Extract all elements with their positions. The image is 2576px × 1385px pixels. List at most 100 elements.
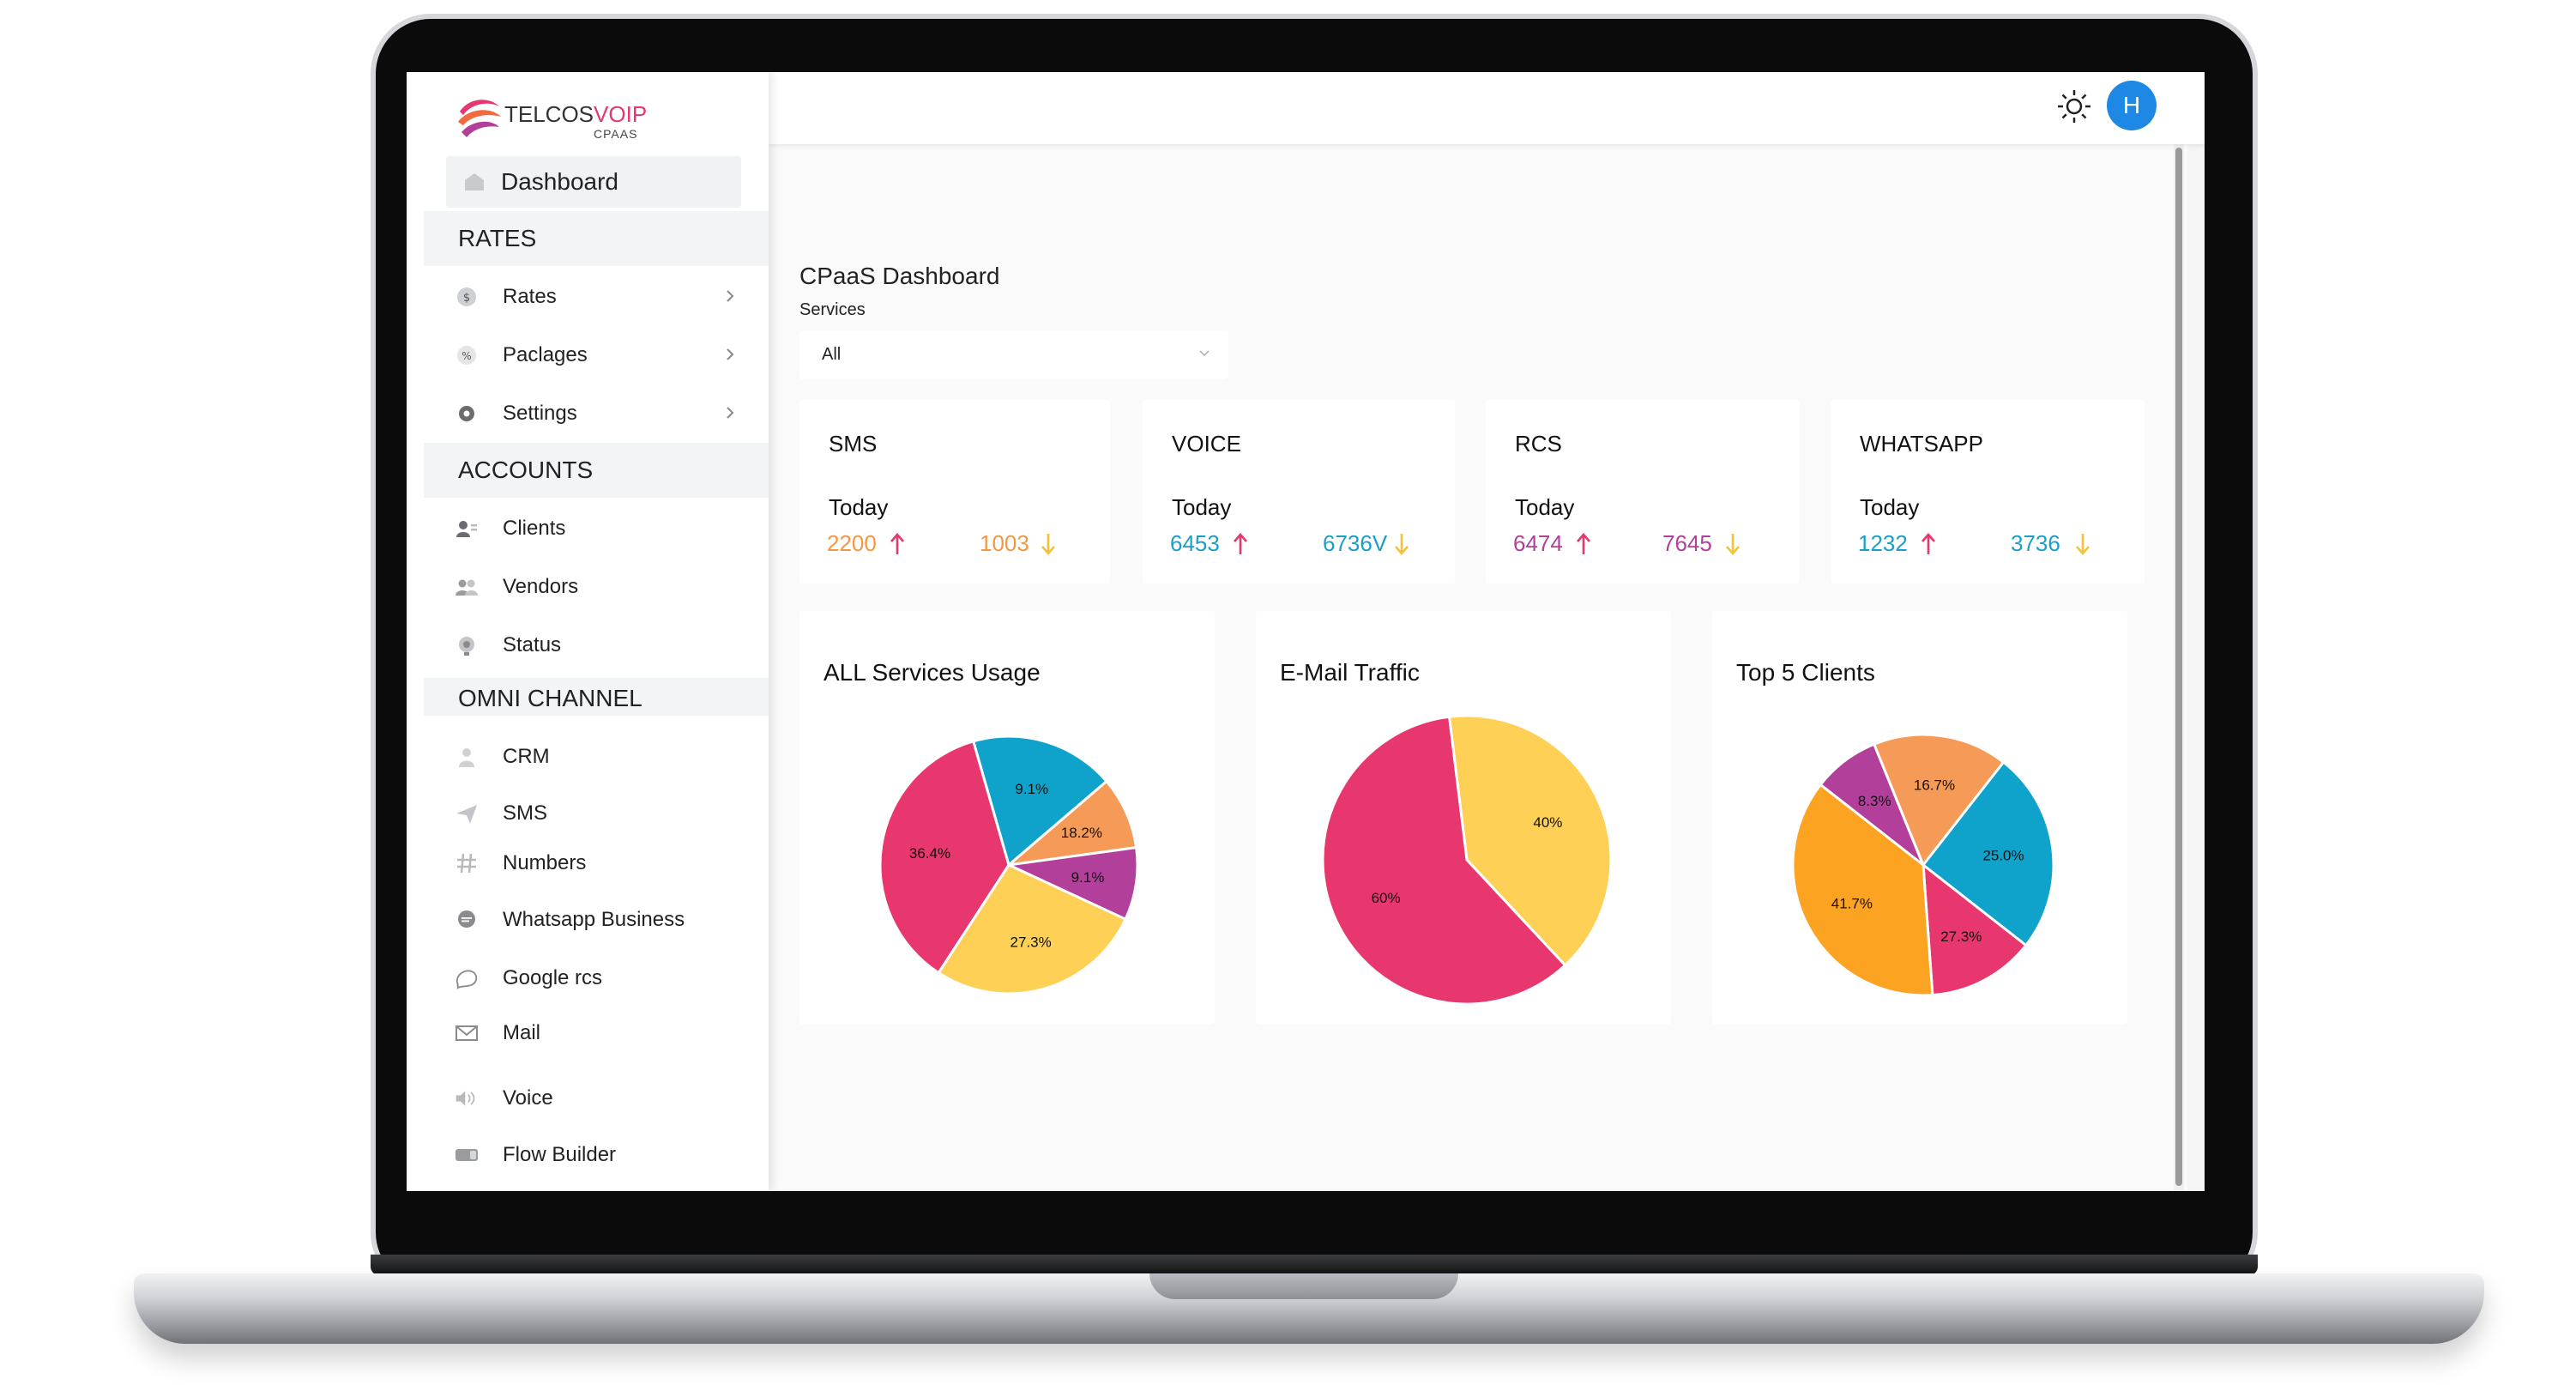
pie-slice-label: 41.7% bbox=[1831, 895, 1873, 911]
stat-card-rcs[interactable]: RCS Today 6474 7645 bbox=[1486, 400, 1800, 584]
sidebar-item-label: Clients bbox=[503, 517, 566, 540]
stat-card-whatsapp[interactable]: WHATSAPP Today 1232 3736 bbox=[1831, 400, 2145, 584]
dollar-coin-icon: $ bbox=[457, 287, 476, 306]
brand-sub: CPAAS bbox=[594, 127, 638, 141]
send-icon bbox=[456, 805, 477, 824]
sidebar-item-label: SMS bbox=[503, 801, 548, 825]
sidebar-item-label: Flow Builder bbox=[503, 1143, 617, 1166]
sidebar-item-numbers[interactable]: Numbers bbox=[455, 846, 738, 880]
chart-card-email-traffic: E-Mail Traffic 40% 60% bbox=[1256, 611, 1671, 1025]
sidebar-item-label: Numbers bbox=[503, 851, 587, 874]
laptop-hinge bbox=[371, 1255, 2258, 1275]
pie-slice bbox=[1921, 760, 2055, 947]
pie-slice-label: 9.1% bbox=[1015, 781, 1048, 797]
user-avatar[interactable]: H bbox=[2107, 81, 2157, 130]
stat-value-down: 3736 bbox=[2011, 530, 2060, 556]
sidebar-item-whatsapp-business[interactable]: Whatsapp Business bbox=[455, 903, 738, 937]
pie-slice bbox=[971, 735, 1109, 868]
sidebar-item-packages[interactable]: % Paclages bbox=[455, 338, 738, 372]
sidebar-item-label: Whatsapp Business bbox=[503, 908, 685, 931]
sidebar-item-label: Status bbox=[503, 633, 562, 656]
sidebar-item-clients[interactable]: Clients bbox=[455, 511, 738, 546]
sidebar-item-label: CRM bbox=[503, 745, 550, 768]
chart-title: Top 5 Clients bbox=[1736, 659, 1875, 686]
chart-card-top-5-clients: Top 5 Clients 8.3% 16.7% 25.0% 27.3% 41.7% bbox=[1712, 611, 2127, 1025]
pie-slice bbox=[878, 739, 1010, 975]
mail-icon bbox=[455, 1025, 478, 1041]
speaker-icon bbox=[455, 1091, 475, 1106]
sidebar-item-flow-builder[interactable]: Flow Builder bbox=[455, 1138, 738, 1172]
stat-card-today-label: Today bbox=[1515, 494, 1575, 520]
sidebar-item-dashboard[interactable]: Dashboard bbox=[446, 156, 741, 208]
scrollbar-thumb[interactable] bbox=[2175, 148, 2182, 1186]
pie-slice bbox=[937, 863, 1128, 995]
stat-value-up: 2200 bbox=[827, 530, 877, 556]
stat-card-today-label: Today bbox=[1172, 494, 1232, 520]
services-select[interactable]: All bbox=[799, 331, 1228, 379]
status-globe-icon bbox=[459, 637, 474, 656]
pie-slice-label: 18.2% bbox=[1061, 825, 1102, 841]
chart-title: ALL Services Usage bbox=[823, 659, 1041, 686]
stat-card-title: SMS bbox=[829, 431, 878, 457]
stat-card-voice[interactable]: VOICE Today 6453 6736V bbox=[1143, 400, 1455, 584]
sidebar-item-rates[interactable]: $ Rates bbox=[455, 280, 738, 314]
arrow-up-icon bbox=[1234, 533, 1247, 554]
sidebar-item-label: Google rcs bbox=[503, 966, 603, 989]
sidebar-item-sms[interactable]: SMS bbox=[455, 796, 738, 831]
screen-edge bbox=[2187, 72, 2205, 1191]
stat-card-today-label: Today bbox=[1860, 494, 1920, 520]
stat-card-today-label: Today bbox=[829, 494, 889, 520]
chevron-right-icon bbox=[727, 290, 734, 302]
hash-icon bbox=[457, 853, 476, 874]
stat-card-title: VOICE bbox=[1172, 431, 1241, 457]
sidebar-item-label: Voice bbox=[503, 1086, 553, 1110]
brand-name: TELCOSVOIP bbox=[504, 101, 648, 127]
chart-card-all-services-usage: ALL Services Usage 9.1% 18.2% 9.1% 27.3% 36.… bbox=[799, 611, 1215, 1025]
sidebar-item-mail[interactable]: Mail bbox=[455, 1016, 738, 1050]
percent-badge-icon: % bbox=[457, 346, 476, 365]
pie-slice-label: 36.4% bbox=[909, 845, 950, 862]
arrow-up-icon bbox=[890, 533, 904, 554]
sidebar-section-omni-channel: OMNI CHANNEL bbox=[424, 678, 769, 716]
pie-slice-label: 25.0% bbox=[1982, 848, 2024, 864]
sidebar-section-accounts: ACCOUNTS bbox=[424, 443, 769, 498]
chevron-right-icon bbox=[727, 407, 734, 419]
sidebar-section-rates: RATES bbox=[424, 211, 769, 266]
gear-icon bbox=[459, 406, 474, 421]
pie-slice bbox=[1004, 779, 1138, 868]
arrow-down-icon bbox=[1041, 534, 1055, 555]
pie-slice-label: 16.7% bbox=[1914, 777, 1955, 794]
home-icon bbox=[465, 173, 484, 191]
stat-card-sms[interactable]: SMS Today 2200 1003 bbox=[799, 400, 1110, 584]
sidebar-item-crm[interactable]: CRM bbox=[455, 740, 738, 774]
stat-value-up: 6474 bbox=[1513, 530, 1563, 556]
sun-icon[interactable] bbox=[2055, 88, 2093, 125]
sidebar-item-google-rcs[interactable]: Google rcs bbox=[455, 961, 738, 995]
top-bar: H bbox=[769, 72, 2205, 144]
chevron-right-icon bbox=[727, 348, 734, 360]
users-icon bbox=[455, 579, 478, 596]
pie-slice-label: 8.3% bbox=[1858, 793, 1891, 809]
pie-slice-label: 60% bbox=[1372, 890, 1401, 906]
app-screen: TELCOSVOIP CPAAS Dashboard RATES $ Rates… bbox=[407, 72, 2205, 1191]
brand-logo-icon bbox=[458, 100, 501, 137]
sidebar-item-settings[interactable]: Settings bbox=[455, 396, 738, 431]
arrow-down-icon bbox=[1726, 534, 1740, 555]
chevron-down-icon bbox=[1199, 350, 1210, 357]
arrow-up-icon bbox=[1921, 533, 1935, 554]
svg-text:$: $ bbox=[463, 292, 470, 305]
sidebar-item-vendors[interactable]: Vendors bbox=[455, 570, 738, 604]
stat-value-up: 6453 bbox=[1170, 530, 1220, 556]
sidebar-item-voice[interactable]: Voice bbox=[455, 1081, 738, 1116]
brand-logo[interactable]: TELCOSVOIP CPAAS bbox=[456, 93, 671, 141]
laptop-notch bbox=[1149, 1273, 1458, 1299]
chat-bubble-icon bbox=[458, 910, 475, 928]
stat-value-up: 1232 bbox=[1858, 530, 1908, 556]
pie-slice bbox=[1321, 715, 1567, 1006]
person-icon bbox=[459, 748, 474, 767]
sidebar-item-status[interactable]: Status bbox=[455, 628, 738, 662]
pie-slice bbox=[1791, 783, 1934, 997]
arrow-down-icon bbox=[2076, 534, 2090, 555]
chart-title: E-Mail Traffic bbox=[1280, 659, 1420, 686]
stat-card-title: WHATSAPP bbox=[1860, 431, 1983, 457]
